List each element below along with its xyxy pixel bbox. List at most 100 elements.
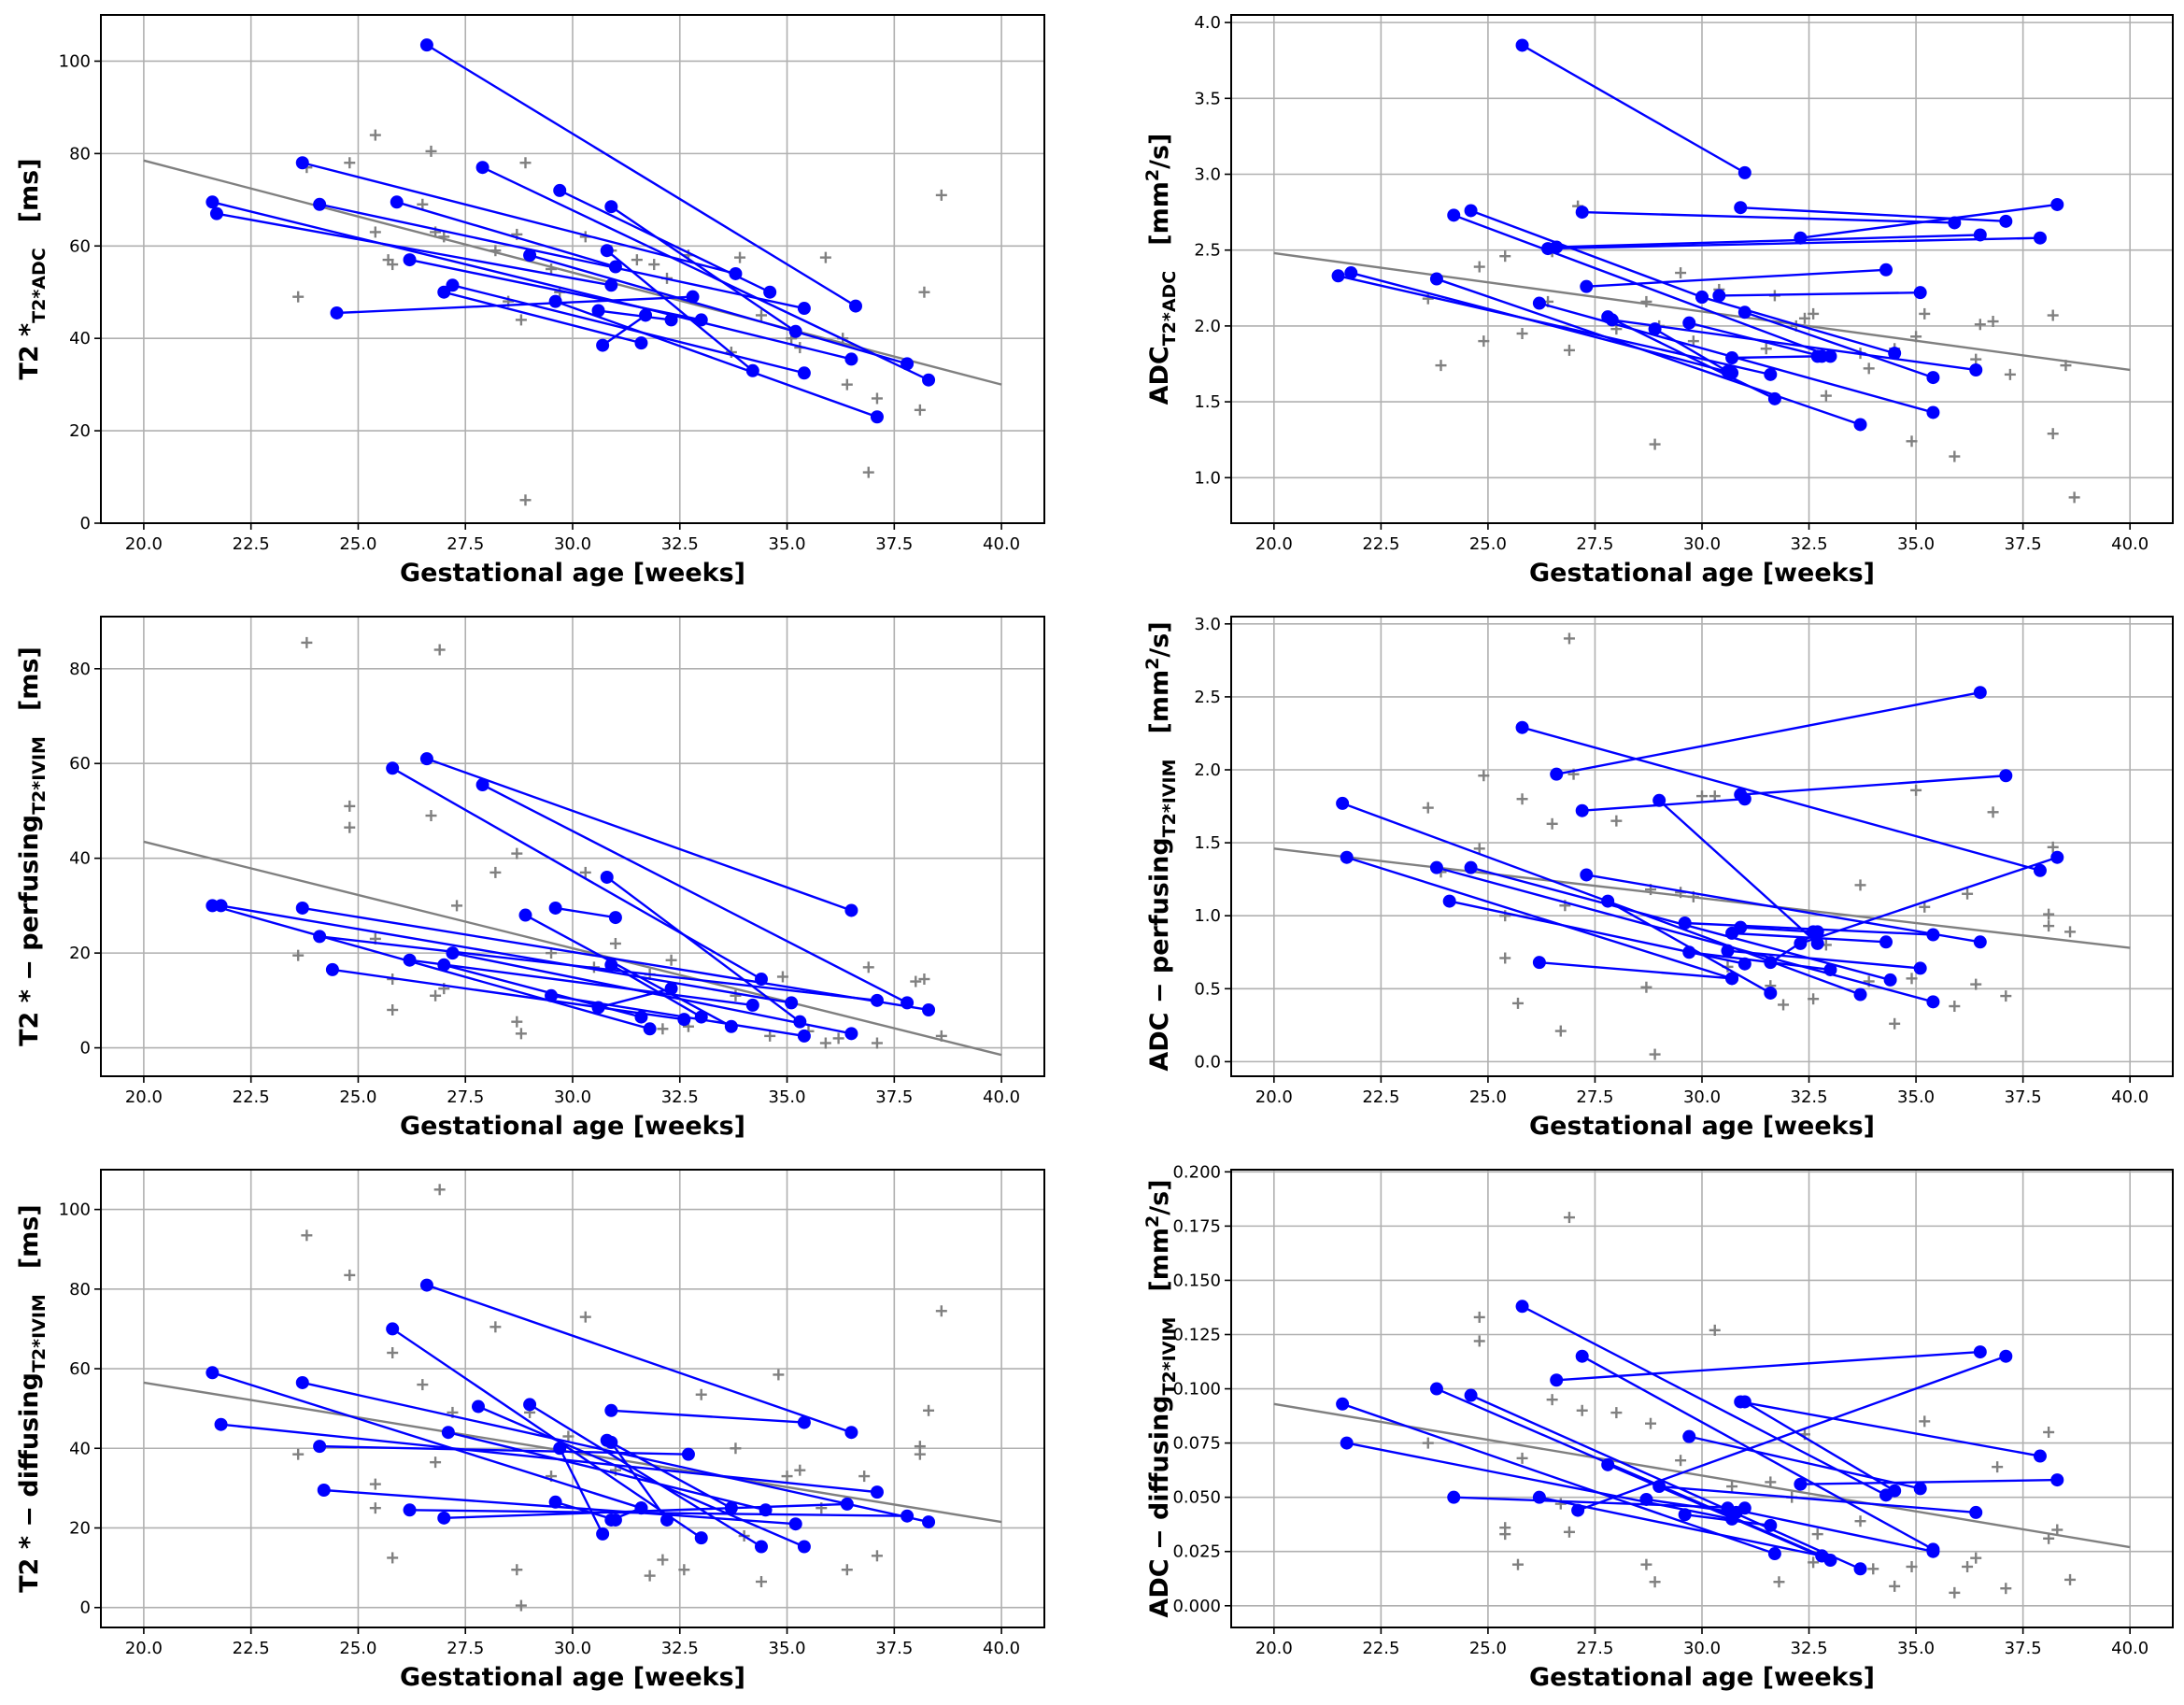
unpaired-point [1516,793,1528,805]
paired-line [1453,214,1831,358]
unpaired-point [1970,978,1982,990]
paired-line [409,1509,908,1517]
y-tick-label: 0 [80,514,91,533]
paired-point [553,183,567,197]
paired-point [446,946,460,960]
paired-point [1721,944,1735,958]
x-axis-label: Gestational age [weeks] [400,1663,745,1692]
paired-line [605,249,754,372]
paired-point [1331,269,1345,283]
paired-subject [1550,1345,1987,1387]
paired-point [1853,418,1867,432]
chart-adc_diff: 20.0 22.5 25.0 27.5 30.0 32.5 35.0 37.5 40.0 0.00… [1142,1162,2174,1692]
paired-subject [1682,1429,1927,1496]
paired-point [1883,973,1897,987]
paired-line [559,189,771,293]
paired-point [604,1403,618,1417]
unpaired-point [935,189,947,201]
paired-line [443,291,642,345]
paired-line [319,1444,688,1456]
paired-point [330,305,344,320]
unpaired-point [417,198,429,210]
paired-point [1712,289,1726,303]
unpaired-point [858,1471,871,1483]
unpaired-point [1992,1461,2004,1473]
paired-line [409,959,753,1007]
paired-subject [419,752,858,917]
paired-subject [1764,925,1824,970]
x-tick-label: 30.0 [1683,1087,1721,1107]
y-tick-label: 0.075 [1172,1434,1221,1454]
unpaired-point [914,404,926,416]
paired-point [604,200,618,214]
unpaired-point [1649,1048,1661,1060]
paired-line [323,1488,796,1526]
plot-area [143,38,1002,506]
paired-line [452,284,805,375]
paired-point [1682,945,1696,959]
unpaired-point [301,1229,313,1242]
unpaired-point [1576,1404,1588,1416]
y-tick-label: 1.5 [1194,833,1221,853]
paired-point [1999,1349,2013,1363]
unpaired-point [382,254,394,266]
paired-point [1969,362,1983,377]
trend-line [1273,1402,2131,1549]
paired-line [302,162,736,276]
unpaired-point [841,378,853,391]
paired-line [1701,295,1895,355]
paired-point [206,195,220,209]
plot-area [143,636,1002,1057]
unpaired-point [1511,997,1524,1009]
x-tick-label: 32.5 [661,1087,699,1107]
paired-point [313,930,327,944]
y-tick-label: 0.050 [1172,1488,1221,1508]
paired-point [797,366,811,380]
y-axis-label: T2 * − diffusingT2*IVIM [ms] [15,1204,50,1592]
paired-point [1810,936,1824,950]
y-tick-label: 2.0 [1194,760,1221,780]
x-tick-label: 27.5 [1576,1087,1613,1107]
paired-point [313,1440,327,1454]
paired-point [1580,279,1594,293]
paired-line [212,201,852,361]
unpaired-point [438,231,450,243]
paired-point [2050,850,2064,864]
paired-line [1607,1463,1831,1562]
paired-subject [1429,860,1940,1009]
y-tick-label: 0 [80,1039,91,1059]
x-tick-label: 32.5 [1791,1639,1828,1658]
paired-subject [1442,894,1751,971]
unpaired-point [730,989,742,1002]
paired-line [529,1403,762,1548]
unpaired-point [417,1379,429,1391]
unpaired-point [451,900,463,912]
unpaired-point [1820,390,1832,402]
paired-subject [1532,1490,1829,1563]
paired-point [1737,1395,1751,1409]
x-tick-label: 35.0 [769,1639,806,1658]
paired-point [1767,1547,1781,1561]
unpaired-point [841,1564,853,1576]
unpaired-point [1435,360,1447,372]
unpaired-point [1499,1528,1511,1541]
paired-point [793,1015,807,1029]
paired-point [797,1540,811,1554]
x-tick-label: 35.0 [769,1087,806,1107]
paired-point [437,1511,451,1525]
paired-point [313,197,327,211]
unpaired-point [369,129,381,141]
paired-point [545,988,559,1002]
paired-point [1575,1349,1589,1363]
paired-point [870,410,884,424]
paired-point [1794,1477,1808,1491]
y-label-main: ADC − perfusing [1145,837,1174,1071]
paired-point [1447,208,1461,222]
paired-point [591,304,605,318]
y-tick-label: 80 [69,660,91,679]
x-tick-label: 20.0 [1255,1639,1293,1658]
paired-point [1575,803,1589,817]
paired-point [600,244,614,258]
paired-point [2050,1473,2064,1487]
x-tick-label: 37.5 [2005,1639,2042,1658]
